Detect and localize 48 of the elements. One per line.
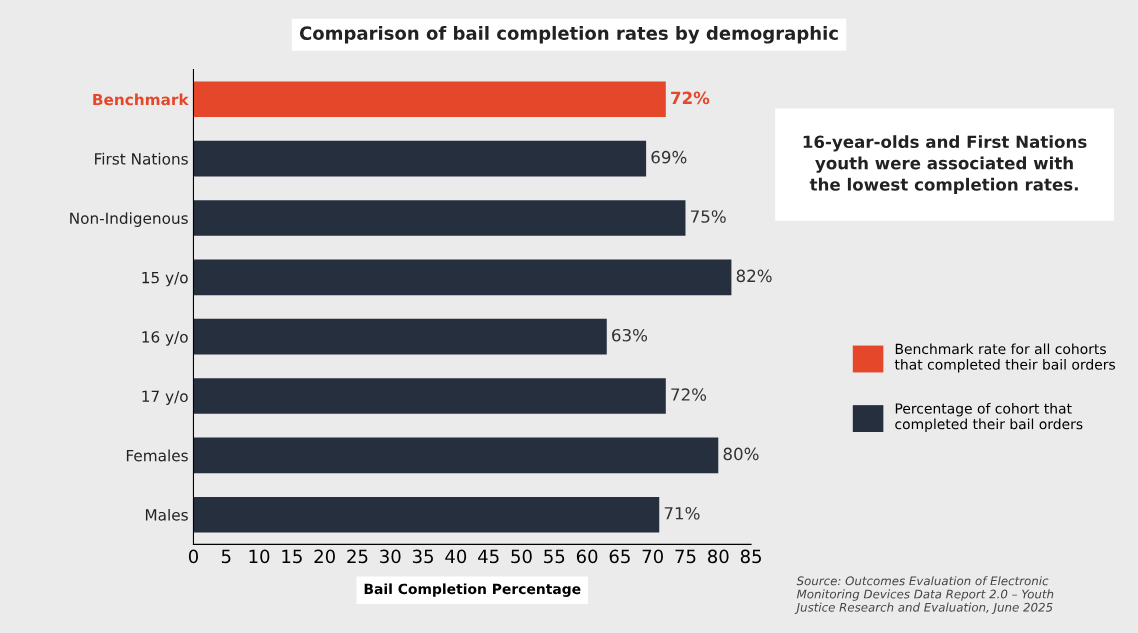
y-tick-label: Females (126, 449, 188, 462)
x-tick-label: 40 (445, 549, 467, 564)
bar (193, 200, 686, 236)
legend-label: Percentage of cohort that completed their bail orders (895, 402, 1083, 432)
data-label: 63% (612, 328, 648, 342)
source-note: Source: Outcomes Evaluation of Electronic Monitoring Devices Data Report 2.0 – Youth Justice Research and Evaluation, June 2025 (794, 576, 1054, 614)
y-tick-label: Non-Indigenous (70, 212, 188, 227)
x-tick-label: 15 (282, 549, 302, 564)
data-label: 71% (664, 506, 700, 520)
x-tick-label: 35 (412, 549, 433, 564)
bar (193, 81, 666, 118)
x-tick-label: 0 (188, 549, 198, 564)
x-tick-label: 10 (249, 549, 270, 564)
x-tick-label: 45 (478, 549, 499, 564)
bar (193, 378, 666, 414)
x-tick-label: 55 (544, 549, 565, 564)
y-tick-label: First Nations (95, 152, 188, 165)
x-tick-label: 50 (511, 549, 532, 564)
data-label: 72% (671, 91, 710, 105)
y-tick-label: 15 y/o (142, 272, 188, 287)
chart-title: Comparison of bail completion rates by demographic (299, 26, 838, 44)
data-label: 82% (736, 269, 772, 283)
y-tick-label: Males (145, 508, 188, 521)
y-tick-label: Benchmark (93, 93, 189, 106)
data-label: 80% (723, 447, 759, 461)
x-tick-label: 85 (740, 549, 761, 564)
x-tick-label: 65 (609, 549, 630, 564)
text: 16-year-olds and First Nations youth were associated with the lowest completion rates. (803, 135, 1087, 194)
x-tick-label: 30 (380, 549, 401, 564)
y-tick-label: 17 y/o (142, 390, 188, 405)
bar (193, 259, 732, 296)
data-label: 75% (691, 210, 726, 223)
bar (193, 140, 647, 177)
x-tick-label: 60 (576, 549, 598, 564)
x-tick-label: 5 (221, 549, 231, 564)
data-label: 72% (671, 388, 707, 401)
bar (193, 437, 719, 474)
x-axis-title: Bail Completion Percentage (364, 583, 581, 597)
x-tick-label: 80 (708, 549, 729, 564)
data-label: 69% (651, 150, 687, 164)
x-tick-label: 25 (347, 549, 368, 564)
y-tick-label: 16 y/o (142, 331, 188, 346)
x-tick-label: 70 (642, 549, 663, 564)
legend-label: Benchmark rate for all cohorts that completed their bail orders (894, 343, 1116, 373)
x-tick-label: 20 (314, 549, 335, 564)
x-tick-label: 75 (675, 549, 696, 564)
bar (193, 496, 660, 533)
bar (193, 318, 607, 355)
